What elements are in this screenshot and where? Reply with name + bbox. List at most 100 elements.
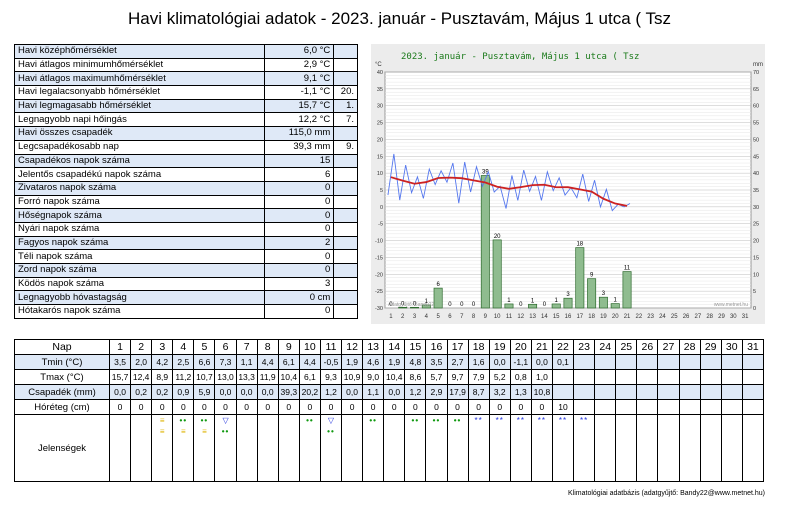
summary-day — [334, 236, 358, 250]
tmax-cell — [552, 370, 573, 385]
day-number: 15 — [405, 340, 426, 355]
summary-row: Csapadékos napok száma 15 — [15, 154, 358, 168]
phenomena-cell: ▽ •• — [320, 415, 341, 482]
precip-cell: 0,0 — [257, 385, 278, 400]
precip-cell: 0,0 — [236, 385, 257, 400]
snow-depth-cell: 0 — [194, 400, 215, 415]
snow-depth-cell: 0 — [363, 400, 384, 415]
rain-symbol-icon: •• — [405, 416, 425, 426]
tmin-cell — [637, 355, 658, 370]
tmin-cell: 4,4 — [299, 355, 320, 370]
tmax-cell — [574, 370, 595, 385]
day-number: 4 — [173, 340, 194, 355]
phenomena-cell: ** — [489, 415, 510, 482]
phenomena-cell — [742, 415, 763, 482]
day-number: 23 — [574, 340, 595, 355]
watermark-right: www.metnet.hu — [714, 302, 748, 308]
day-number: 18 — [468, 340, 489, 355]
tmin-cell — [700, 355, 721, 370]
right-tick-label: 50 — [753, 137, 759, 143]
precip-bar — [481, 176, 489, 308]
summary-label: Forró napok száma — [15, 195, 265, 209]
left-tick-label: 40 — [377, 70, 383, 76]
right-tick-label: 10 — [753, 272, 759, 278]
summary-value: -1,1 °C — [265, 86, 334, 100]
snow-symbol-icon: ** — [469, 416, 489, 426]
precip-cell: 0,2 — [131, 385, 152, 400]
precip-cell: 17,9 — [447, 385, 468, 400]
tmax-cell — [658, 370, 679, 385]
tmin-cell — [721, 355, 742, 370]
phenomena-cell — [658, 415, 679, 482]
day-number: 22 — [552, 340, 573, 355]
right-tick-label: 45 — [753, 154, 759, 160]
phenomena-cell — [616, 415, 637, 482]
summary-label: Hőségnapok száma — [15, 209, 265, 223]
x-tick-label: 18 — [588, 314, 595, 320]
left-tick-label: -30 — [375, 306, 383, 312]
chart-svg: 2023. január - Pusztavám, Május 1 utca (… — [371, 44, 765, 324]
tmax-cell: 8,6 — [405, 370, 426, 385]
x-tick-label: 27 — [695, 314, 702, 320]
tmax-cell: 9,7 — [447, 370, 468, 385]
summary-value: 0 — [265, 195, 334, 209]
summary-day: 7. — [334, 113, 358, 127]
tmax-cell: 10,4 — [384, 370, 405, 385]
precip-bar — [528, 304, 536, 308]
snow-depth-cell: 0 — [320, 400, 341, 415]
row-label-horeteg: Hóréteg (cm) — [15, 400, 110, 415]
snow-depth-row: Hóréteg (cm) 0 0 0 0 0 0 0 0 0 0 0 0 0 0 0 0 0 0 0 0 0 10 — [15, 400, 764, 415]
precip-bar — [434, 288, 442, 308]
precip-cell: 5,9 — [194, 385, 215, 400]
climate-chart: 2023. január - Pusztavám, Május 1 utca (… — [371, 44, 765, 324]
left-tick-label: -10 — [375, 239, 383, 245]
left-tick-label: -25 — [375, 289, 383, 295]
chart-title: 2023. január - Pusztavám, Május 1 utca (… — [401, 52, 639, 62]
tmin-cell — [658, 355, 679, 370]
tmin-cell: 7,3 — [215, 355, 236, 370]
left-tick-label: 15 — [377, 154, 383, 160]
precip-cell: 0,0 — [110, 385, 131, 400]
phenomena-cell — [131, 415, 152, 482]
precip-bar — [623, 272, 631, 308]
precip-bar — [493, 240, 501, 308]
snow-depth-cell: 0 — [278, 400, 299, 415]
snow-depth-cell — [595, 400, 616, 415]
precip-cell — [742, 385, 763, 400]
tmin-cell: 2,5 — [173, 355, 194, 370]
day-number: 17 — [447, 340, 468, 355]
right-tick-label: 40 — [753, 171, 759, 177]
phenomena-cell: •• — [363, 415, 384, 482]
left-tick-label: 10 — [377, 171, 383, 177]
tmax-cell: 10,4 — [278, 370, 299, 385]
x-tick-label: 22 — [635, 314, 642, 320]
phenomena-cell: •• — [426, 415, 447, 482]
day-number: 13 — [363, 340, 384, 355]
tmin-cell: 6,1 — [278, 355, 299, 370]
summary-row: Zivataros napok száma 0 — [15, 181, 358, 195]
tmax-cell — [595, 370, 616, 385]
tmin-cell: 4,6 — [363, 355, 384, 370]
summary-table: Havi középhőmérséklet 6,0 °C Havi átlagos … — [14, 44, 358, 319]
precip-cell: 0,0 — [215, 385, 236, 400]
phenomena-cell: •• — [405, 415, 426, 482]
summary-value: 0 — [265, 305, 334, 319]
x-tick-label: 15 — [553, 314, 560, 320]
left-tick-label: 30 — [377, 104, 383, 110]
tmin-cell: 3,5 — [426, 355, 447, 370]
summary-day — [334, 45, 358, 59]
rain-symbol-icon: •• — [448, 416, 468, 426]
tmax-cell — [679, 370, 700, 385]
tmax-cell — [721, 370, 742, 385]
x-tick-label: 14 — [541, 314, 548, 320]
summary-label: Nyári napok száma — [15, 222, 265, 236]
precip-bar — [576, 248, 584, 308]
tmin-cell: 1,9 — [342, 355, 363, 370]
precip-cell: 3,2 — [489, 385, 510, 400]
tmax-cell: 15,7 — [110, 370, 131, 385]
right-tick-label: 20 — [753, 239, 759, 245]
precip-bar — [599, 297, 607, 308]
right-tick-label: 35 — [753, 188, 759, 194]
snow-depth-cell: 0 — [131, 400, 152, 415]
phenomena-cell: •• — [447, 415, 468, 482]
